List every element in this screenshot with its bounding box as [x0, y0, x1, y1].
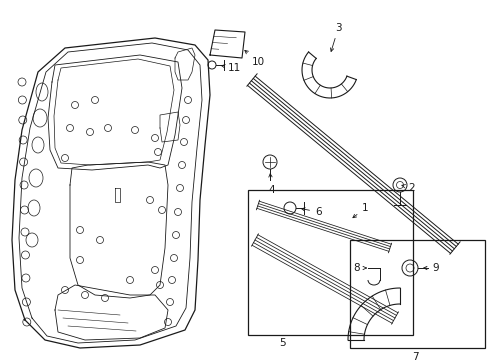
Text: 4: 4 [268, 174, 274, 195]
Text: 7: 7 [412, 352, 418, 360]
Text: 1: 1 [353, 203, 368, 218]
Text: 2: 2 [402, 183, 415, 193]
Text: 9: 9 [424, 263, 439, 273]
Text: 10: 10 [245, 50, 265, 67]
Text: 3: 3 [330, 23, 342, 51]
Bar [350, 240, 485, 348]
Text: 5: 5 [279, 338, 285, 348]
Bar [248, 190, 413, 335]
Text: 11: 11 [221, 63, 241, 73]
Text: 8: 8 [353, 263, 367, 273]
Text: 6: 6 [302, 207, 321, 217]
